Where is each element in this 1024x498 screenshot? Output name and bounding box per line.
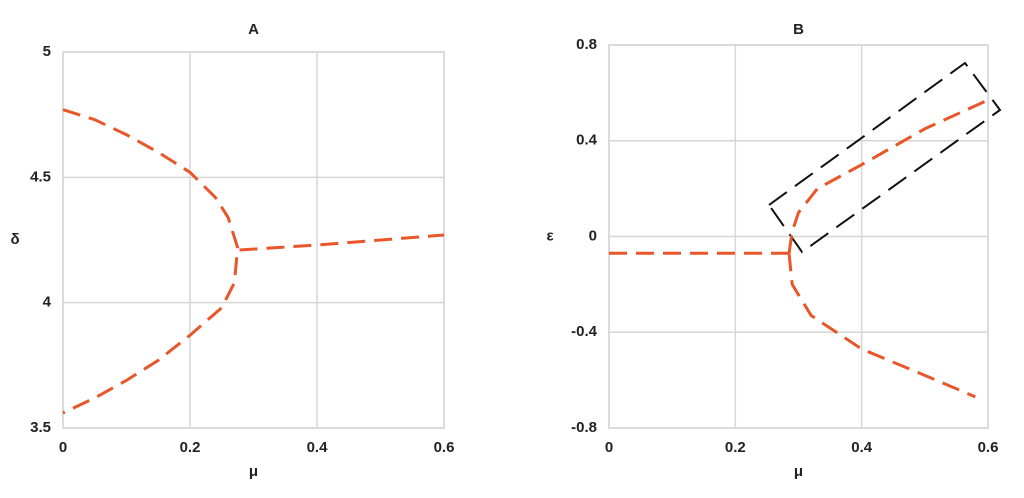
x-tick-label: 0.2 — [725, 439, 746, 456]
x-tick-label: 0.4 — [307, 439, 329, 456]
y-tick-label: 3.5 — [30, 419, 51, 436]
x-tick-label: 0.6 — [978, 439, 999, 456]
data-line — [62, 108, 240, 415]
chart-title: B — [793, 21, 804, 38]
y-tick-label: 5 — [43, 43, 51, 60]
y-tick-label: 4.5 — [30, 168, 51, 185]
y-tick-label: 0.4 — [576, 132, 598, 149]
x-tick-label: 0.2 — [180, 439, 201, 456]
y-axis-label: ε — [546, 227, 553, 244]
x-tick-label: 0.4 — [851, 439, 873, 456]
x-axis-label: μ — [794, 463, 803, 480]
data-line — [239, 233, 445, 252]
y-axis-label: δ — [10, 231, 19, 248]
plot-border — [62, 51, 445, 429]
y-tick-label: -0.8 — [571, 419, 597, 436]
y-tick-label: 0.8 — [576, 36, 597, 53]
highlight-box — [767, 61, 1002, 254]
y-tick-label: -0.4 — [571, 323, 598, 340]
data-line — [787, 98, 989, 254]
x-tick-label: 0 — [59, 439, 67, 456]
x-axis-label: μ — [249, 463, 258, 480]
y-tick-label: 0 — [589, 227, 597, 244]
data-line — [787, 253, 976, 399]
y-tick-label: 4 — [43, 294, 52, 311]
plot-border — [608, 44, 989, 429]
x-tick-label: 0.6 — [434, 439, 455, 456]
x-tick-label: 0 — [605, 439, 613, 456]
chart-title: A — [248, 21, 259, 38]
